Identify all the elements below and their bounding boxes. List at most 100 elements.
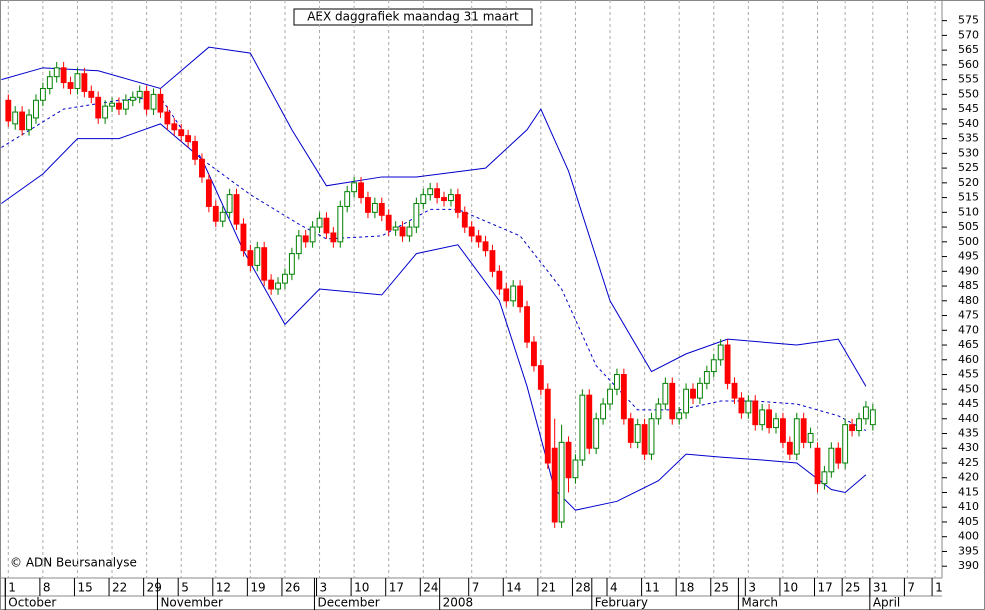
month-label: October	[8, 596, 56, 610]
candle-body	[683, 388, 690, 414]
y-tick-label: 465	[958, 338, 979, 351]
candle-body	[247, 250, 254, 266]
candle-body	[614, 374, 620, 390]
candle-body	[143, 90, 150, 110]
candle-body	[275, 282, 281, 290]
candle-body	[454, 194, 461, 213]
candle-body	[26, 114, 32, 131]
candle-body	[475, 235, 482, 243]
candle-body	[461, 211, 468, 228]
x-tick-label: 17	[818, 581, 833, 595]
y-tick-label: 450	[958, 382, 979, 395]
candle-body	[406, 226, 413, 237]
candle-body	[378, 202, 385, 216]
candle-body	[95, 96, 102, 119]
candle-body	[385, 214, 392, 231]
y-tick-label: 510	[958, 205, 979, 218]
candle-body	[669, 382, 676, 420]
y-tick-label: 470	[958, 323, 979, 336]
x-tick-label: 17	[389, 581, 404, 595]
candle-body	[697, 382, 703, 399]
candle-body	[856, 418, 862, 432]
y-tick-label: 455	[958, 368, 979, 381]
candle-body	[199, 158, 205, 178]
candle-body	[676, 412, 683, 420]
month-label: 2008	[443, 596, 474, 610]
candle-body	[731, 382, 738, 399]
x-tick-label: 7	[472, 581, 480, 595]
x-tick-label: 8	[43, 581, 51, 595]
candle-body	[178, 129, 185, 137]
candle-body	[690, 388, 696, 399]
y-tick-label: 515	[958, 191, 979, 204]
candle-body	[448, 194, 454, 202]
candle-body	[565, 441, 572, 479]
candle-body	[392, 226, 399, 231]
candle-body	[136, 90, 143, 98]
x-tick-label: 3	[748, 581, 756, 595]
candle-body	[620, 374, 627, 420]
y-tick-label: 460	[958, 353, 979, 366]
x-tick-label: 26	[285, 581, 300, 595]
y-tick-label: 570	[958, 28, 979, 41]
candle-body	[821, 471, 828, 485]
month-label: March	[741, 596, 778, 610]
candle-body	[842, 424, 849, 464]
candle-body	[212, 205, 219, 222]
candle-body	[129, 96, 136, 101]
y-tick-label: 400	[958, 530, 979, 543]
x-tick-label: 25	[714, 581, 729, 595]
candle-body	[828, 447, 835, 473]
candle-body	[800, 418, 807, 443]
y-tick-label: 415	[958, 485, 979, 498]
candle-body	[496, 270, 503, 290]
candle-body	[517, 285, 524, 308]
candle-body	[835, 447, 842, 464]
candle-body	[869, 409, 876, 426]
candle-body	[531, 341, 537, 367]
x-tick-label: 29	[147, 581, 162, 595]
candle-body	[88, 90, 95, 98]
x-tick-label: 11	[645, 581, 660, 595]
candle-body	[261, 247, 268, 281]
candle-body	[655, 403, 662, 420]
candle-body	[607, 388, 613, 405]
candle-body	[12, 111, 19, 125]
x-tick-label: 12	[216, 581, 231, 595]
candle-body	[365, 197, 371, 213]
copyright: © ADN Beursanalyse	[10, 556, 137, 570]
x-tick-label: 10	[354, 581, 369, 595]
candle-body	[863, 406, 869, 420]
y-tick-label: 505	[958, 220, 979, 233]
candle-body	[226, 194, 233, 213]
candle-body	[39, 87, 46, 101]
bollinger-band	[1, 46, 867, 387]
candle-body	[482, 241, 489, 252]
y-tick-label: 475	[958, 309, 979, 322]
candle-body	[399, 226, 406, 237]
candle-body	[586, 394, 593, 449]
candle-body	[282, 273, 288, 284]
candle-body	[572, 459, 579, 479]
candle-body	[268, 279, 275, 290]
candle-body	[164, 111, 171, 125]
candle-body	[724, 344, 731, 384]
x-tick-label: 14	[506, 581, 521, 595]
candle-body	[116, 102, 122, 110]
candle-body	[150, 93, 157, 110]
candle-body	[434, 188, 441, 199]
candle-body	[33, 99, 39, 119]
candle-body	[337, 205, 344, 243]
candle-body	[109, 102, 115, 107]
candle-body	[67, 82, 74, 89]
candle-body	[468, 226, 475, 237]
candle-body	[738, 397, 745, 414]
candle-body	[309, 226, 316, 243]
candle-body	[302, 235, 309, 243]
y-tick-label: 445	[958, 397, 979, 410]
y-tick-label: 550	[958, 87, 979, 100]
candle-body	[254, 247, 261, 266]
y-tick-label: 560	[958, 58, 979, 71]
